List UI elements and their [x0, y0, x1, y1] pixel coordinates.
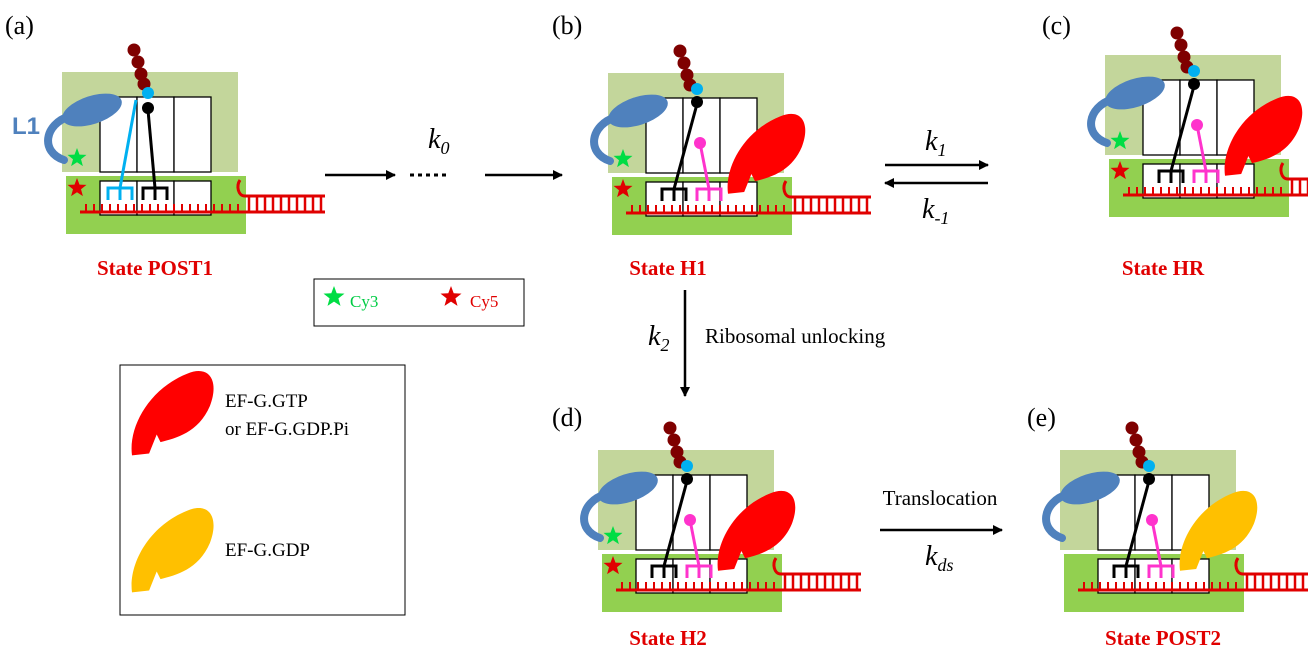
ribosome [1046, 422, 1308, 613]
state-label: State POST1 [97, 256, 213, 280]
peptide-residue [1175, 39, 1188, 52]
trna-dot [1188, 65, 1200, 77]
legend-efg-gtp: EF-G.GTP [225, 391, 308, 412]
state-label: State POST2 [1105, 626, 1221, 650]
ribosome [48, 44, 325, 235]
legend-cy5: Cy5 [470, 292, 498, 311]
trna-dot [1143, 460, 1155, 472]
rate-label: k1 [925, 126, 946, 160]
peptide-residue [664, 422, 677, 435]
state-label: State H2 [629, 626, 707, 650]
rate-subscript: ds [937, 555, 953, 575]
peptide-residue [128, 44, 141, 57]
state-label: State HR [1122, 256, 1205, 280]
panel-label: (e) [1027, 403, 1056, 432]
ribosome [1091, 27, 1308, 218]
rate-label: k2 [648, 321, 669, 355]
legend-efg-gdp: EF-G.GDP [225, 540, 310, 561]
peptide-residue [674, 45, 687, 58]
rate-symbol: k [922, 194, 935, 225]
ef-g [132, 371, 214, 455]
rate-symbol: k [428, 124, 441, 155]
l1-label: L1 [12, 113, 40, 140]
rate-subscript: 0 [440, 138, 449, 158]
peptide-residue [1171, 27, 1184, 40]
step-label: Ribosomal unlocking [705, 324, 886, 348]
peptide-residue [668, 434, 681, 447]
star [324, 286, 345, 306]
legend-efg-gtp: or EF-G.GDP.Pi [225, 419, 349, 440]
rate-symbol: k [925, 126, 938, 157]
state-label: State H1 [629, 256, 707, 280]
rate-subscript: 2 [660, 335, 669, 355]
ribosome [594, 45, 871, 236]
site-box [174, 97, 211, 172]
trna-dot [681, 460, 693, 472]
ef-g [132, 508, 214, 592]
rate-subscript: -1 [934, 208, 949, 228]
rate-label: k0 [428, 124, 449, 158]
rate-label: kds [925, 541, 953, 575]
panel-label: (d) [552, 403, 582, 432]
star [441, 286, 462, 306]
trna-dot [691, 83, 703, 95]
ribosome [584, 422, 861, 613]
rate-symbol: k [925, 541, 938, 572]
peptide-residue [1130, 434, 1143, 447]
trna-dot [142, 87, 154, 99]
panel-label: (b) [552, 11, 582, 40]
rate-subscript: 1 [937, 140, 946, 160]
rate-label: k-1 [922, 194, 949, 228]
legend-cy3: Cy3 [350, 292, 378, 311]
step-label: Translocation [883, 486, 998, 510]
panel-label: (c) [1042, 11, 1071, 40]
peptide-residue [132, 56, 145, 69]
rate-symbol: k [648, 321, 661, 352]
peptide-residue [1126, 422, 1139, 435]
diagram: (a) (b) (c) (d) (e) State POST1 State H1… [0, 0, 1308, 651]
panel-label: (a) [5, 11, 34, 40]
peptide-residue [678, 57, 691, 70]
